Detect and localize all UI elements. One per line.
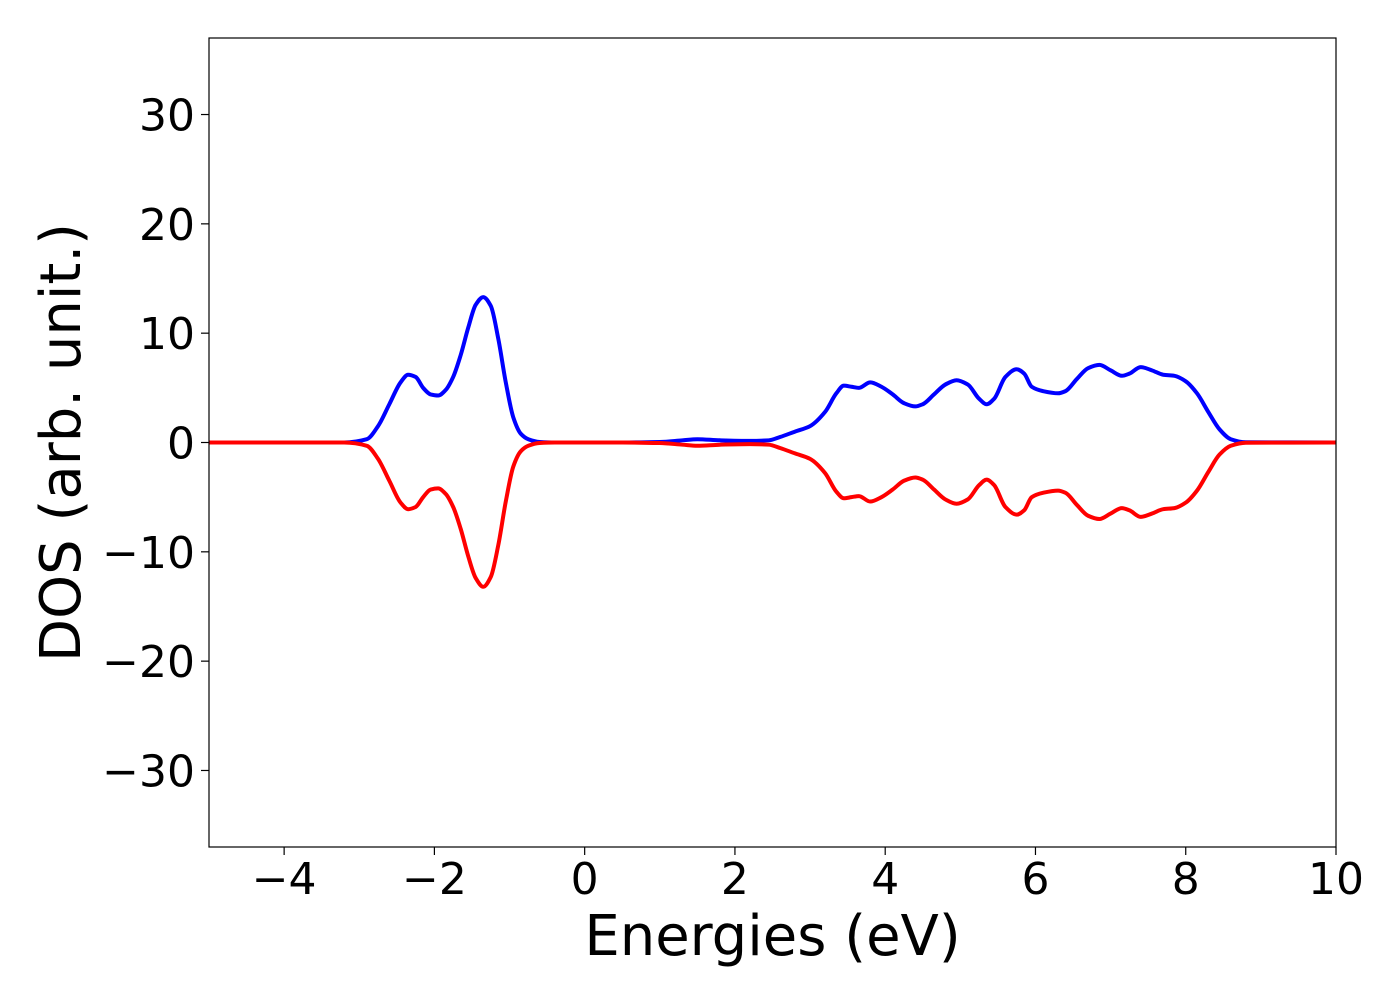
- y-axis-title: DOS (arb. unit.): [29, 223, 94, 662]
- series-line-1: [209, 295, 1336, 445]
- y-tick-label: −10: [102, 528, 195, 579]
- x-tick-label: 10: [1308, 854, 1364, 905]
- y-tick-label: 20: [139, 200, 195, 251]
- x-tick-label: 8: [1172, 854, 1200, 905]
- plot-area: [209, 295, 1336, 589]
- x-tick-label: 0: [571, 854, 599, 905]
- y-tick-label: −30: [102, 746, 195, 797]
- y-tick-label: 10: [139, 309, 195, 360]
- series-line-2: [209, 440, 1336, 589]
- x-tick-label: 2: [721, 854, 749, 905]
- y-tick-label: 0: [167, 419, 195, 470]
- x-tick-label: 6: [1021, 854, 1049, 905]
- x-axis-title: Energies (eV): [584, 904, 960, 969]
- x-tick-label: −2: [402, 854, 467, 905]
- x-tick-label: −4: [252, 854, 317, 905]
- series-group: [209, 295, 1336, 589]
- y-tick-label: −20: [102, 637, 195, 688]
- x-tick-label: 4: [871, 854, 899, 905]
- y-tick-label: 30: [139, 91, 195, 142]
